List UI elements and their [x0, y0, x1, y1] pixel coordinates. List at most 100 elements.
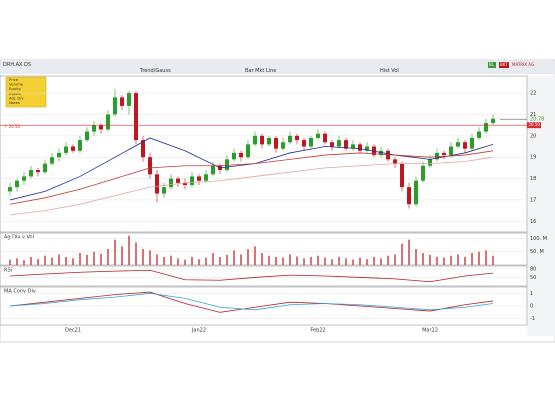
- candle-body: [316, 133, 320, 138]
- volume-bar: [373, 257, 375, 265]
- panel-label: RSI: [4, 268, 12, 274]
- volume-bar: [247, 249, 249, 265]
- volume-bar: [457, 254, 459, 265]
- volume-bar: [79, 253, 81, 265]
- y-tick-label: 19: [530, 155, 536, 161]
- candle-body: [78, 140, 82, 151]
- volume-bar: [23, 260, 25, 265]
- volume-bar: [429, 254, 431, 265]
- candle-body: [386, 150, 390, 160]
- y-tick-label: 80: [530, 266, 536, 272]
- volume-bar: [254, 246, 256, 265]
- badge[interactable]: [488, 62, 496, 68]
- candle-body: [148, 157, 152, 175]
- volume-bar: [100, 253, 102, 265]
- price-panel: [0, 75, 528, 233]
- candle-body: [309, 137, 313, 147]
- volume-bar: [492, 255, 494, 265]
- volume-bar: [345, 258, 347, 265]
- candle-body: [50, 157, 54, 164]
- candle-body: [379, 150, 383, 156]
- date-label: Feb22: [310, 328, 325, 334]
- y-tick-label: 50. M: [530, 249, 544, 255]
- volume-bar: [212, 253, 214, 265]
- volume-bar: [282, 257, 284, 265]
- volume-bar: [275, 257, 277, 265]
- candle-body: [134, 93, 138, 141]
- y-tick-label: 18: [530, 176, 536, 182]
- volume-bar: [135, 242, 137, 265]
- panel-label: Ag Div v Vol: [4, 235, 34, 241]
- candle-body: [57, 152, 61, 158]
- volume-bar: [359, 257, 361, 265]
- candle-body: [29, 170, 33, 177]
- y-tick-label: 20: [530, 133, 536, 139]
- last-price-label: 20.50: [529, 122, 541, 127]
- volume-bar: [366, 259, 368, 265]
- volume-bar: [93, 251, 95, 265]
- legend-item: Adj. Div: [9, 95, 24, 100]
- candle-body: [64, 146, 68, 153]
- volume-bar: [422, 253, 424, 265]
- candle-body: [106, 114, 110, 130]
- candle-body: [491, 118, 495, 124]
- candle-body: [232, 152, 236, 160]
- tool-item[interactable]: Hist Vol: [380, 68, 399, 74]
- volume-bar: [65, 257, 67, 265]
- candle-body: [288, 135, 292, 143]
- moving-average: [9, 150, 494, 205]
- tool-item[interactable]: Bar Mkt Line: [245, 68, 276, 74]
- last-price-box: [527, 122, 541, 129]
- y-tick-label: 50: [530, 275, 536, 281]
- rsi-line: [9, 269, 494, 283]
- candle-body: [141, 140, 145, 158]
- volume-bar: [485, 250, 487, 265]
- candle-body: [442, 152, 446, 156]
- volume-bar: [156, 254, 158, 265]
- candle-body: [484, 123, 488, 132]
- y-tick-label: 22: [530, 91, 536, 97]
- volume-bar: [128, 235, 130, 265]
- candle-body: [43, 163, 47, 173]
- volume-bar: [86, 254, 88, 265]
- volume-bar: [471, 253, 473, 265]
- volume-bar: [149, 250, 151, 265]
- candle-body: [113, 97, 117, 115]
- candle-body: [351, 144, 355, 149]
- date-label: Mar22: [422, 328, 438, 334]
- legend-item: Price: [9, 77, 19, 82]
- volume-bar: [317, 255, 319, 265]
- axis-area: [527, 76, 555, 336]
- candle-body: [120, 97, 124, 106]
- badge[interactable]: [499, 62, 509, 68]
- volume-bar: [170, 255, 172, 265]
- volume-bar: [107, 249, 109, 265]
- candle-body: [92, 125, 96, 132]
- candle-body: [337, 140, 341, 147]
- badge-text: MATRIX AG: [512, 62, 534, 67]
- candle-body: [8, 187, 12, 192]
- candle-body: [323, 133, 327, 143]
- candle-body: [400, 163, 404, 188]
- volume-bar: [240, 254, 242, 265]
- volume-bar: [289, 254, 291, 265]
- volume-bar: [443, 257, 445, 265]
- left-price-label: ↑ 20.50: [4, 124, 21, 129]
- candle-body: [407, 187, 411, 205]
- volume-bar: [9, 259, 11, 265]
- volume-bar: [37, 259, 39, 265]
- high-label: 20.78: [530, 117, 544, 123]
- candle-body: [463, 142, 467, 149]
- candle-body: [393, 159, 397, 164]
- volume-bar: [401, 243, 403, 265]
- candle-body: [435, 152, 439, 160]
- tool-item[interactable]: Trend/Gauss: [139, 68, 171, 74]
- y-tick-label: 100. M: [530, 236, 547, 242]
- y-tick-label: 17: [530, 197, 536, 203]
- candle-body: [449, 146, 453, 156]
- volume-bar: [261, 253, 263, 265]
- volume-bar: [415, 249, 417, 265]
- volume-bar: [51, 257, 53, 265]
- volume-bar: [310, 257, 312, 265]
- candle-body: [281, 142, 285, 149]
